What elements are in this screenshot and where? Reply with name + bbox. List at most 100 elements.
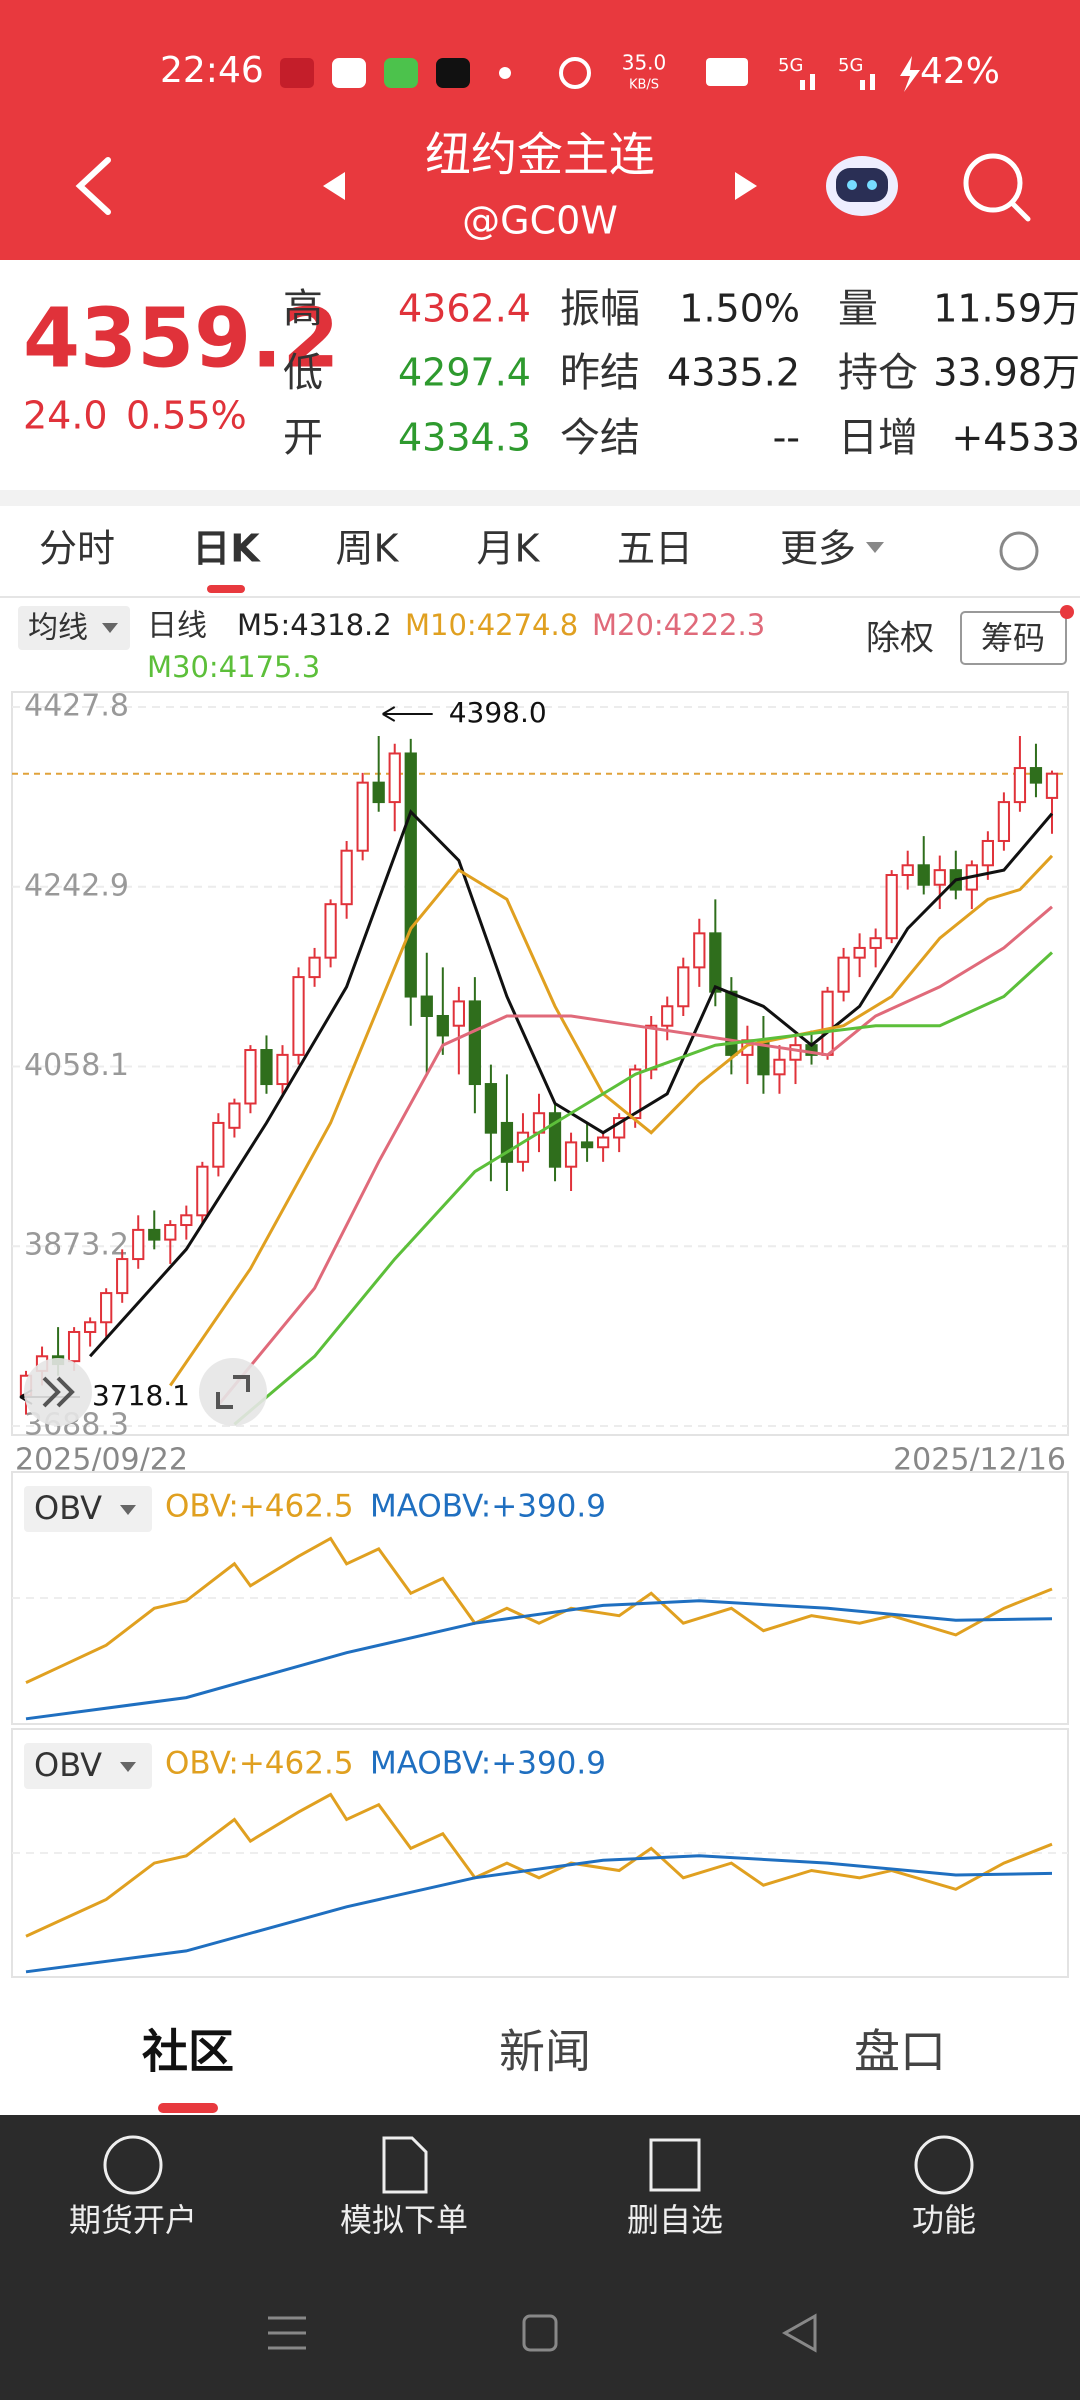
stat-value: +4533 xyxy=(951,416,1080,460)
candle-body xyxy=(404,752,417,998)
battery: 42% xyxy=(920,51,1000,92)
obv-selector[interactable] xyxy=(24,1486,152,1532)
candle-body xyxy=(500,1121,514,1163)
ma-selector[interactable] xyxy=(18,606,130,650)
exright-label[interactable]: 除权 xyxy=(866,619,934,659)
chart-frame xyxy=(11,691,1069,1436)
separator xyxy=(0,490,1080,506)
stat-label: 低 xyxy=(283,350,323,396)
period-tab[interactable]: 五日 xyxy=(617,527,693,571)
nav-menu[interactable] xyxy=(268,2316,306,2350)
candle-body xyxy=(933,869,946,886)
search-button[interactable] xyxy=(963,153,1023,213)
status-icon xyxy=(332,58,366,88)
prev-button[interactable] xyxy=(323,172,345,200)
stat-value: 11.59万 xyxy=(933,287,1080,331)
obv-legend-item: OBV:+462.5 xyxy=(165,1746,354,1782)
candle-body xyxy=(709,932,722,993)
candle-body xyxy=(452,1000,465,1027)
period-tab[interactable]: 更多 xyxy=(780,527,856,571)
chip-button[interactable] xyxy=(960,611,1067,665)
stat-label: 昨结 xyxy=(560,350,640,396)
candle-body xyxy=(853,946,866,959)
stat-value: 4334.3 xyxy=(398,416,531,460)
hd-icon xyxy=(706,58,748,86)
candle-body xyxy=(308,956,321,979)
candle-body xyxy=(869,937,882,949)
candle-body xyxy=(84,1321,97,1333)
candle-body xyxy=(180,1214,193,1227)
period-tab[interactable]: 分时 xyxy=(39,527,115,571)
nav-home[interactable] xyxy=(522,2314,558,2352)
period-tab[interactable]: 日K xyxy=(192,527,261,571)
candle-body xyxy=(148,1228,161,1241)
period-tab[interactable]: 周K xyxy=(336,527,400,571)
stat-value: 4335.2 xyxy=(667,351,800,395)
obv-panel: OBV OBV:+462.5 MAOBV:+390.9 xyxy=(11,1728,1069,1978)
bottom-tab[interactable]: 新闻 xyxy=(499,2025,591,2079)
high-label: 4398.0 xyxy=(449,696,547,729)
high-arrow xyxy=(382,706,433,722)
stat-label: 振幅 xyxy=(560,286,640,332)
nav-back[interactable] xyxy=(781,2313,817,2353)
bottom-tab[interactable]: 社区 xyxy=(142,2025,234,2079)
obv-selector[interactable] xyxy=(24,1743,152,1789)
tab-indicator xyxy=(158,2103,218,2113)
toolbar-label[interactable]: 删自选 xyxy=(627,2201,723,2239)
fullscreen-button[interactable] xyxy=(199,1358,267,1426)
candle-body xyxy=(340,849,353,906)
bottom-tab[interactable]: 盘口 xyxy=(854,2025,946,2079)
candle-body xyxy=(196,1165,209,1217)
ma-line xyxy=(169,854,1054,1387)
search-handle xyxy=(1009,200,1031,222)
candle-body xyxy=(436,1014,449,1037)
stat-label: 今结 xyxy=(560,415,640,461)
candle-body xyxy=(132,1228,145,1261)
ma-line xyxy=(233,951,1054,1426)
signal-bars xyxy=(800,74,815,90)
status-alarm xyxy=(559,57,591,89)
obv-selector-label: OBV xyxy=(34,1746,102,1784)
toolbar-label[interactable]: 模拟下单 xyxy=(340,2201,468,2239)
ma-legend: M5:4318.2 M10:4274.8 M20:4222.3 M30:4175.3 xyxy=(147,608,765,684)
settings-button[interactable] xyxy=(999,531,1039,571)
y-tick-label: 4242.9 xyxy=(24,868,129,903)
toolbar-label[interactable]: 期货开户 xyxy=(69,2201,197,2239)
expand-button[interactable] xyxy=(24,1358,92,1426)
stat-label: 日增 xyxy=(838,415,918,461)
candle-body xyxy=(420,995,433,1017)
candle-body xyxy=(276,1053,289,1086)
candle-body xyxy=(885,874,898,940)
candle-body xyxy=(677,966,690,1008)
candle-body xyxy=(564,1141,578,1168)
robot-face xyxy=(836,168,888,202)
candle-body xyxy=(292,976,305,1056)
status-icon xyxy=(436,58,470,88)
candle-body xyxy=(548,1112,562,1168)
back-button[interactable] xyxy=(75,157,111,215)
candlestick-chart: 4427.84242.94058.13873.23688.34398.03718… xyxy=(12,689,1068,1443)
obv-line xyxy=(25,1599,1053,1721)
ma-legend-item: M30:4175.3 xyxy=(147,650,320,684)
candle-body xyxy=(468,1000,482,1086)
obv-line xyxy=(25,1536,1053,1684)
net-speed: 35.0 xyxy=(622,51,667,75)
period-tab[interactable]: 月K xyxy=(477,527,541,571)
ma-legend-item: M10:4274.8 xyxy=(405,608,578,642)
title: 纽约金主连 xyxy=(425,128,655,182)
candle-body xyxy=(356,781,369,852)
toolbar-label[interactable]: 功能 xyxy=(912,2201,976,2239)
change-pct: 0.55% xyxy=(126,394,247,438)
stat-value: 33.98万 xyxy=(933,351,1080,395)
candle-body xyxy=(260,1049,273,1086)
status-time: 22:46 xyxy=(160,50,264,91)
assistant-button[interactable] xyxy=(826,156,898,216)
candle-body xyxy=(917,864,930,886)
next-button[interactable] xyxy=(735,172,757,200)
candle-body xyxy=(372,781,385,804)
bottom-tabs-bg xyxy=(0,1990,1080,2115)
candle-body xyxy=(997,801,1011,842)
dropdown-arrow xyxy=(102,623,118,633)
y-tick-label: 4058.1 xyxy=(24,1048,129,1083)
